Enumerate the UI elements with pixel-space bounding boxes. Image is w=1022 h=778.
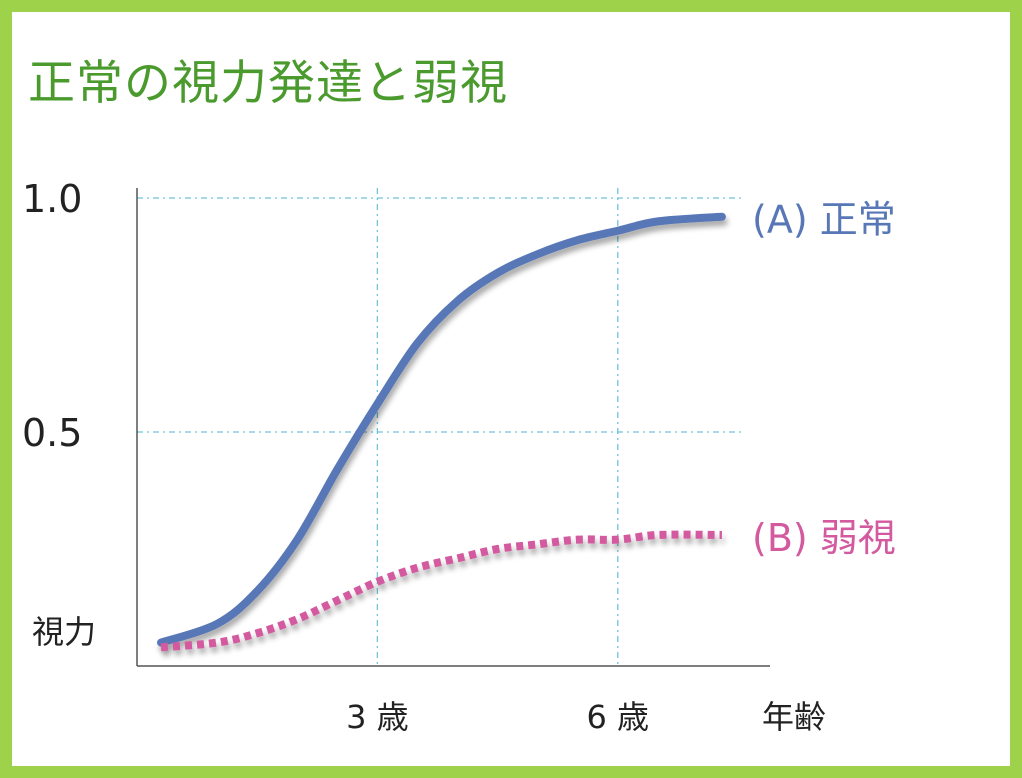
x-tick-label: 6 歳	[586, 698, 649, 736]
gridlines	[137, 188, 745, 666]
axes	[136, 188, 770, 667]
y-tick-label: 1.0	[22, 177, 82, 221]
x-axis-label: 年齢	[762, 698, 826, 736]
series-line-normal	[157, 212, 726, 647]
series-label: (A) 正常	[752, 198, 896, 242]
y-tick-label: 0.5	[22, 411, 82, 455]
series-line-amblyopia	[160, 530, 722, 652]
chart-title: 正常の視力発達と弱視	[28, 56, 508, 111]
x-tick-label: 3 歳	[346, 698, 409, 736]
y-axis-label: 視力	[32, 613, 96, 651]
series-label: (B) 弱視	[752, 516, 896, 560]
